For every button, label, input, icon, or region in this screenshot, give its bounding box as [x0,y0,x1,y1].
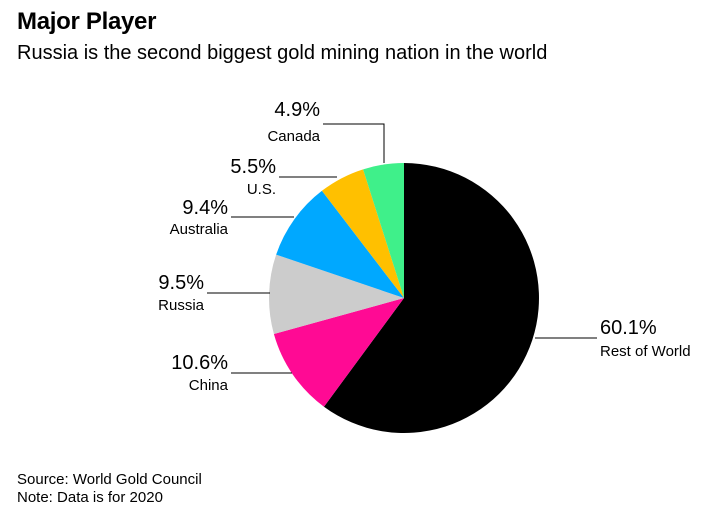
pie-slices [269,163,539,433]
value-label-china: 10.6% [171,352,228,374]
category-label-china: China [189,377,229,394]
leader-lines [207,123,597,374]
category-label-australia: Australia [170,221,229,238]
value-label-australia: 9.4% [182,197,228,219]
category-label-canada: Canada [267,128,320,145]
value-label-rest-of-world: 60.1% [600,317,657,339]
chart-footer: Source: World Gold Council Note: Data is… [17,471,202,507]
slice-rest-of-world [323,163,539,433]
data-note: Note: Data is for 2020 [17,489,163,506]
chart-subtitle: Russia is the second biggest gold mining… [17,42,548,64]
slice-labels: 60.1% Rest of World 10.6% China 9.5% Russia 9.… [158,99,690,394]
slice-u-s [321,169,404,298]
slice-china [273,298,404,407]
slice-australia [276,190,404,298]
category-label-rest-of-world: Rest of World [600,343,691,360]
leader-line-canada [323,123,385,163]
slice-russia [269,254,404,335]
chart-title: Major Player [17,8,157,35]
slice-canada [363,163,404,298]
value-label-u-s: 5.5% [230,156,276,178]
value-label-russia: 9.5% [158,272,204,294]
category-label-russia: Russia [158,297,205,314]
category-label-u-s: U.S. [247,181,276,198]
value-label-canada: 4.9% [274,99,320,121]
source-note: Source: World Gold Council [17,471,202,488]
